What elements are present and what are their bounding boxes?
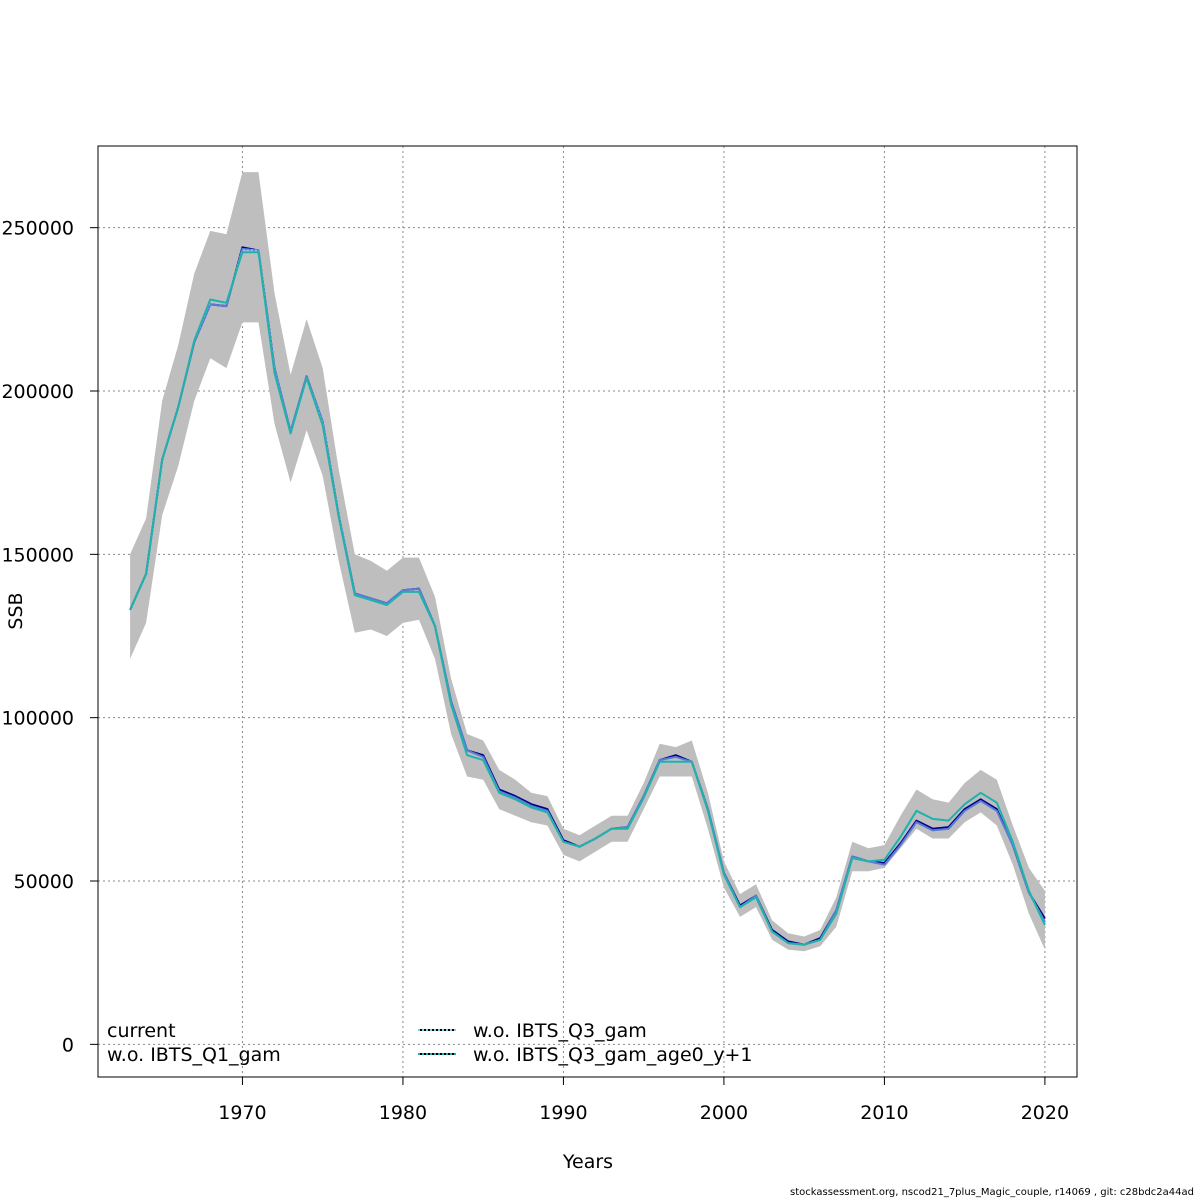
confidence-band-area [130,172,1045,952]
legend-label-1: current [107,1020,176,1042]
y-tick-label: 50000 [14,871,74,893]
x-tick-label: 2000 [700,1102,748,1124]
y-axis: 0 50000 100000 150000 200000 250000 [1,218,98,1056]
plot-frame [97,145,1078,1078]
x-tick-label: 2020 [1021,1102,1069,1124]
y-axis-label: SSB [5,592,27,629]
legend-label-2: w.o. IBTS_Q1_gam [107,1044,281,1066]
x-tick-label: 1970 [218,1102,266,1124]
x-axis-label: Years [562,1151,613,1173]
x-tick-label: 2010 [860,1102,908,1124]
y-tick-label: 150000 [1,544,74,566]
x-axis: 1970 1980 1990 2000 2010 2020 [218,1077,1069,1124]
y-tick-label: 250000 [1,218,74,240]
y-tick-label: 0 [62,1034,74,1056]
legend-label-3: w.o. IBTS_Q3_gam [473,1020,647,1042]
grid-lines [98,146,1077,1077]
confidence-band [130,172,1045,952]
y-tick-label: 100000 [1,708,74,730]
series-line-4 [129,251,1046,946]
footer-credit: stockassessment.org, nscod21_7plus_Magic… [790,1187,1194,1198]
legend-label-4: w.o. IBTS_Q3_gam_age0_y+1 [473,1044,753,1066]
x-tick-label: 1980 [379,1102,427,1124]
x-tick-label: 1990 [539,1102,587,1124]
series-lines [129,246,1046,946]
y-tick-label: 200000 [1,381,74,403]
